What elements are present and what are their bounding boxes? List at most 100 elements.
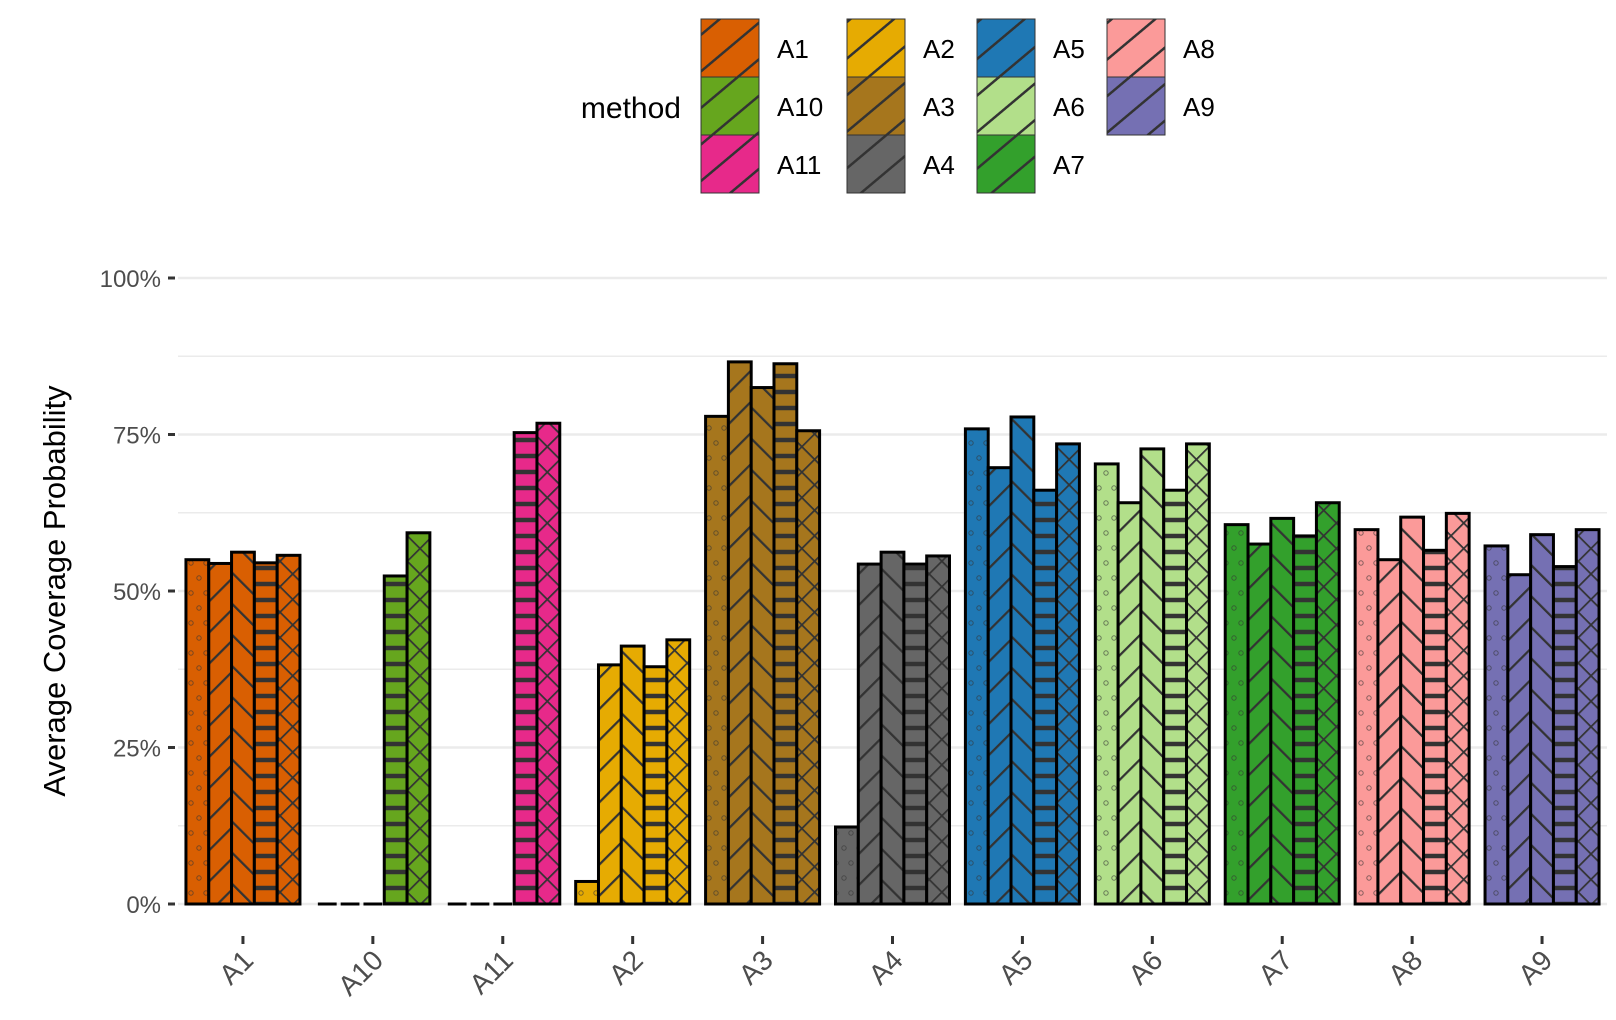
x-tick-label: A2 bbox=[603, 944, 649, 990]
legend-label: A2 bbox=[923, 34, 955, 64]
bar bbox=[252, 561, 279, 906]
bar bbox=[1292, 534, 1318, 906]
x-tick-label: A8 bbox=[1382, 944, 1428, 990]
bar bbox=[665, 638, 692, 906]
bar-group-a2 bbox=[574, 638, 692, 906]
bar bbox=[749, 386, 776, 906]
bar bbox=[704, 414, 730, 906]
bar bbox=[596, 663, 623, 906]
bar bbox=[879, 550, 906, 906]
bar bbox=[1574, 528, 1601, 906]
bar bbox=[1376, 558, 1403, 906]
bar bbox=[1506, 573, 1533, 906]
bar bbox=[1055, 442, 1081, 906]
legend-item-a6: A6 bbox=[976, 76, 1085, 136]
bar bbox=[1185, 442, 1211, 906]
y-tick-label: 75% bbox=[113, 423, 161, 450]
bar bbox=[963, 427, 990, 906]
y-axis: 0% 25% 50% 75% 100% bbox=[100, 266, 175, 919]
x-tick-label: A7 bbox=[1252, 944, 1298, 990]
legend-label: A7 bbox=[1053, 150, 1085, 180]
bar bbox=[1032, 488, 1059, 906]
bar bbox=[184, 558, 211, 906]
legend-item-a7: A7 bbox=[976, 134, 1085, 194]
bar-group-a4 bbox=[834, 550, 952, 906]
legend-item-a10: A10 bbox=[700, 76, 823, 136]
bar bbox=[902, 562, 929, 906]
bar bbox=[535, 421, 562, 906]
legend: method A1 A10 A11 A2 A3 A4 A5 A6 A7 A8 A9 bbox=[581, 18, 1215, 194]
bar bbox=[207, 561, 234, 906]
bar-group-a8 bbox=[1353, 511, 1471, 906]
bar bbox=[1422, 548, 1448, 906]
legend-swatch bbox=[976, 18, 1036, 78]
bar bbox=[1444, 511, 1471, 906]
x-tick-label: A3 bbox=[733, 944, 779, 990]
bar-group-a9 bbox=[1483, 528, 1601, 906]
bar bbox=[1551, 565, 1578, 906]
legend-label: A6 bbox=[1053, 92, 1085, 122]
x-tick-label: A11 bbox=[463, 944, 519, 1000]
legend-swatch bbox=[700, 76, 760, 136]
x-tick-label: A4 bbox=[863, 944, 909, 990]
legend-swatch bbox=[700, 18, 760, 78]
bar bbox=[834, 825, 860, 906]
legend-item-a9: A9 bbox=[1106, 76, 1215, 136]
bar bbox=[574, 879, 600, 906]
y-tick-label: 0% bbox=[126, 892, 161, 919]
bar-group-a1 bbox=[184, 550, 302, 906]
legend-item-a2: A2 bbox=[846, 18, 955, 78]
legend-label: A4 bbox=[923, 150, 955, 180]
legend-item-a5: A5 bbox=[976, 18, 1085, 78]
bar bbox=[1269, 516, 1296, 906]
legend-item-a3: A3 bbox=[846, 76, 955, 136]
legend-swatch bbox=[846, 134, 906, 194]
bar bbox=[925, 554, 952, 906]
x-tick-label: A9 bbox=[1512, 944, 1558, 990]
bar bbox=[1139, 447, 1166, 906]
bar bbox=[512, 431, 539, 906]
bar bbox=[405, 531, 432, 906]
bar bbox=[1093, 462, 1120, 906]
x-tick-label: A10 bbox=[332, 944, 389, 1001]
bars bbox=[184, 360, 1601, 906]
bar-group-a6 bbox=[1093, 442, 1211, 906]
legend-label: A3 bbox=[923, 92, 955, 122]
bar bbox=[986, 466, 1013, 906]
y-axis-label: Average Coverage Probability bbox=[37, 385, 72, 797]
bar bbox=[856, 562, 883, 906]
bar bbox=[619, 644, 646, 906]
legend-label: A10 bbox=[777, 92, 823, 122]
legend-swatch bbox=[1106, 76, 1166, 136]
bar-group-a7 bbox=[1223, 501, 1341, 906]
legend-swatch bbox=[1106, 18, 1166, 78]
legend-item-a8: A8 bbox=[1106, 18, 1215, 78]
bar bbox=[1009, 415, 1036, 906]
legend-item-a4: A4 bbox=[846, 134, 955, 194]
bar bbox=[642, 665, 669, 906]
legend-item-a1: A1 bbox=[700, 18, 809, 78]
x-axis: A1 A10 A11 A2 A3 A4 A5 A6 A7 A8 A9 bbox=[213, 936, 1558, 1001]
bar bbox=[1353, 528, 1380, 906]
legend-label: A11 bbox=[777, 150, 821, 180]
x-tick-label: A6 bbox=[1122, 944, 1168, 990]
bar bbox=[230, 550, 256, 906]
y-tick-label: 25% bbox=[113, 736, 161, 763]
legend-label: A5 bbox=[1053, 34, 1085, 64]
legend-title: method bbox=[581, 92, 681, 125]
x-tick-label: A5 bbox=[993, 944, 1039, 990]
bar bbox=[1223, 523, 1250, 906]
legend-label: A8 bbox=[1183, 34, 1215, 64]
bar bbox=[1162, 488, 1189, 906]
legend-label: A9 bbox=[1183, 92, 1215, 122]
legend-swatch bbox=[976, 134, 1036, 194]
bar bbox=[1529, 533, 1555, 906]
y-tick-label: 100% bbox=[100, 266, 161, 293]
bar bbox=[1314, 501, 1341, 906]
bar-group-a10 bbox=[317, 531, 432, 906]
bar-group-a5 bbox=[963, 415, 1081, 906]
bar bbox=[772, 362, 799, 906]
bar bbox=[1483, 544, 1510, 906]
y-tick-label: 50% bbox=[113, 579, 161, 606]
bar-group-a11 bbox=[447, 421, 562, 906]
